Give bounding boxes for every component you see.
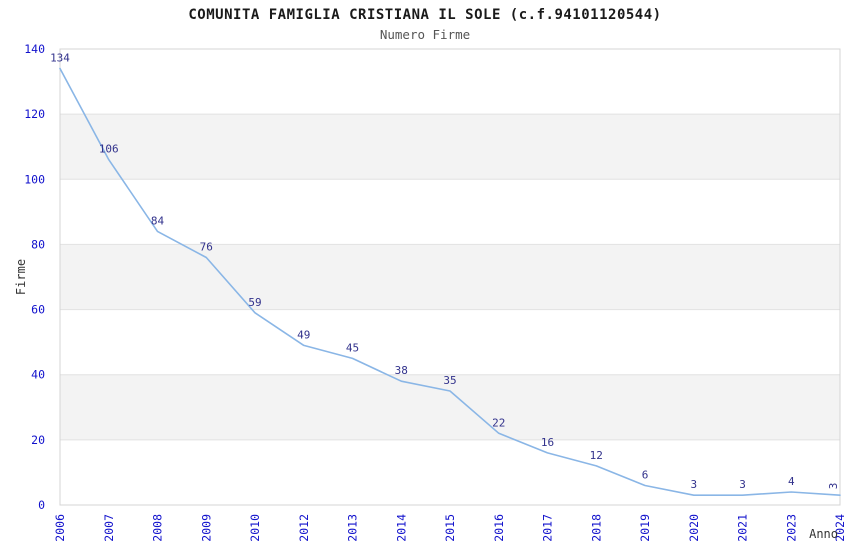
data-point-label: 84 [151,214,165,227]
x-tick-label: 2017 [541,514,555,542]
series-line [59,67,841,497]
x-tick-label: 2013 [346,514,360,542]
data-point-label: 3 [827,483,840,490]
y-axis-title: Firme [14,259,28,295]
y-axis-band [60,374,840,440]
plot-border [59,48,841,506]
x-tick-label: 2010 [248,514,262,542]
x-tick-label: 2018 [589,514,603,542]
data-point-label: 35 [443,374,456,387]
x-tick-label: 2014 [394,514,408,542]
y-tick-label: 40 [31,368,45,382]
x-tick-label: 2024 [833,514,847,542]
x-tick-label: 2012 [297,514,311,542]
data-point-label: 106 [99,143,119,156]
data-point-label: 45 [346,341,359,354]
data-point-label: 6 [642,468,649,481]
data-point-label: 12 [590,449,603,462]
data-point-label: 22 [492,416,505,429]
x-tick-label: 2006 [53,514,67,542]
data-point-label: 16 [541,436,554,449]
x-tick-label: 2016 [492,514,506,542]
y-axis-band [60,244,840,310]
data-point-label: 3 [739,478,746,491]
y-tick-label: 100 [24,172,45,186]
data-point-label: 59 [248,296,261,309]
x-tick-label: 2007 [102,514,116,542]
x-tick-label: 2019 [638,514,652,542]
chart-subtitle: Numero Firme [379,27,471,42]
x-axis-title: Anno [809,527,838,541]
y-axis-band [60,114,840,180]
y-tick-label: 0 [38,498,45,512]
y-tick-label: 20 [31,433,45,447]
chart-title: COMUNITA FAMIGLIA CRISTIANA IL SOLE (c.f… [188,7,662,23]
y-tick-label: 140 [24,42,45,56]
data-point-label: 3 [690,478,697,491]
data-point-label: 49 [297,328,310,341]
data-point-label: 134 [50,52,70,65]
y-tick-label: 80 [31,237,45,251]
data-point-label: 76 [200,240,213,253]
x-tick-label: 2009 [199,514,213,542]
y-tick-label: 120 [24,107,45,121]
y-tick-label: 60 [31,303,45,317]
x-tick-label: 2008 [151,514,165,542]
data-point-label: 38 [395,364,408,377]
x-tick-label: 2023 [784,514,798,542]
x-tick-label: 2021 [736,514,750,542]
data-point-label: 4 [788,475,795,488]
x-tick-label: 2015 [443,514,457,542]
x-tick-label: 2020 [687,514,701,542]
